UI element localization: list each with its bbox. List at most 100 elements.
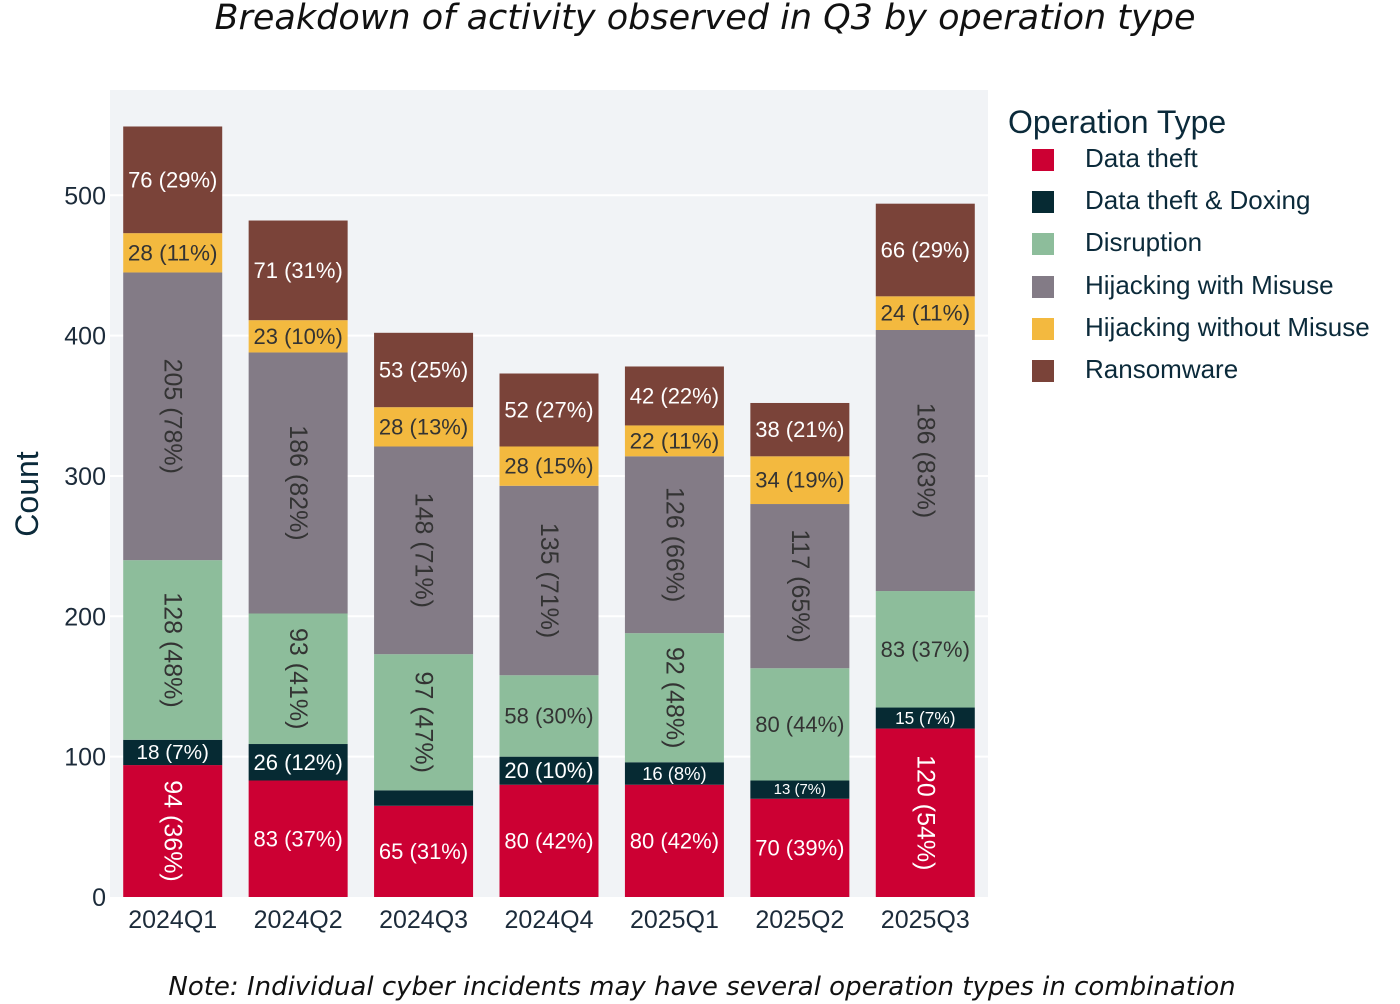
y-tick-label: 100 [64, 744, 106, 772]
y-tick-label: 300 [64, 463, 106, 491]
bar-segment [123, 126, 223, 234]
data-label: 186 (83%) [911, 403, 939, 518]
data-label: 80 (42%) [504, 828, 593, 853]
bar-segment [750, 402, 850, 457]
bar-segment [750, 668, 850, 781]
data-label: 15 (7%) [895, 708, 955, 728]
data-label: 97 (47%) [410, 672, 438, 773]
bar-segment [499, 784, 599, 897]
legend-item: Ransomware [1008, 354, 1238, 400]
legend-label: Hijacking with Misuse [1085, 269, 1334, 300]
x-tick-label: 2024Q1 [128, 906, 217, 934]
data-label: 34 (19%) [755, 468, 844, 493]
bar-segment [248, 780, 348, 897]
data-label: 120 (54%) [911, 755, 939, 870]
bar-segment [624, 633, 724, 763]
data-label: 65 (31%) [379, 839, 468, 864]
legend-swatch [1032, 275, 1054, 298]
bar-segment [123, 560, 223, 740]
data-label: 66 (29%) [881, 237, 970, 262]
bar-segment [875, 728, 975, 897]
x-tick-label: 2025Q2 [755, 906, 844, 934]
data-label: 83 (37%) [254, 826, 343, 851]
data-label: 42 (22%) [630, 383, 719, 408]
data-label: 23 (10%) [254, 324, 343, 349]
x-tick-label: 2024Q3 [379, 906, 468, 934]
data-label: 80 (42%) [630, 828, 719, 853]
bar-segment [248, 320, 348, 353]
bar-segment [624, 456, 724, 634]
data-label: 83 (37%) [881, 637, 970, 662]
bar-segment [499, 373, 599, 447]
x-tick-label: 2025Q1 [630, 906, 719, 934]
bar-segment [374, 790, 474, 806]
x-axis-ticks: 2024Q1 2024Q2 2024Q3 2024Q4 2025Q1 2025Q2 2025… [128, 906, 970, 934]
data-label: 28 (15%) [504, 454, 593, 479]
bar-segment [499, 446, 599, 486]
y-tick-label: 200 [64, 603, 106, 631]
bar-segment [624, 425, 724, 457]
data-label: 117 (65%) [786, 529, 814, 643]
bar-segment [875, 296, 975, 330]
data-label: 93 (41%) [284, 628, 312, 729]
data-label: 186 (82%) [284, 425, 312, 540]
legend-item: Data theft & Doxing [1008, 185, 1310, 231]
bar-segment [248, 352, 348, 614]
bar-segment [624, 366, 724, 426]
y-tick-label: 0 [92, 884, 106, 912]
y-axis-ticks: 0 100 200 300 400 500 [64, 182, 106, 912]
bar-segment [123, 765, 223, 897]
data-label: 92 (48%) [660, 647, 688, 748]
bar-segment [374, 805, 474, 897]
bar-segment [624, 784, 724, 897]
bar-segment [248, 220, 348, 321]
bars: 94 (36%) 18 (7%) 128 (48%) 205 (78%) 28 (11%… [123, 126, 975, 897]
bar-segment [123, 233, 223, 273]
legend-swatch [1032, 233, 1054, 256]
legend-label: Disruption [1085, 227, 1203, 258]
data-label: 28 (11%) [128, 240, 218, 265]
bar-segment [875, 707, 975, 729]
data-label: 58 (30%) [504, 703, 593, 728]
legend-title: Operation Type [1008, 104, 1227, 140]
data-label: 128 (48%) [159, 592, 187, 707]
bar-segment [750, 456, 850, 505]
bar-segment [248, 613, 348, 745]
bar-segment [374, 654, 474, 791]
x-tick-label: 2025Q3 [881, 906, 970, 934]
data-label: 205 (78%) [159, 359, 187, 474]
bar-segment [750, 798, 850, 897]
data-label: 20 (10%) [504, 758, 593, 783]
data-label: 94 (36%) [159, 780, 187, 881]
legend-swatch [1032, 149, 1054, 171]
bar-segment [499, 485, 599, 676]
bar-segment [750, 504, 850, 669]
bar-segment [248, 744, 348, 781]
bar-segment [123, 272, 223, 561]
legend-swatch [1032, 359, 1054, 382]
bar-segment [374, 407, 474, 447]
data-label: 80 (44%) [755, 712, 844, 737]
data-label: 70 (39%) [755, 835, 844, 860]
data-label: 13 (7%) [774, 781, 826, 798]
legend-label: Hijacking without Misuse [1085, 311, 1370, 342]
data-label: 52 (27%) [504, 397, 593, 422]
data-label: 126 (66%) [660, 487, 688, 602]
legend: Operation Type Data theft Data theft & Do… [1008, 104, 1370, 400]
bar-segment [750, 780, 850, 799]
data-label: 38 (21%) [755, 417, 844, 442]
legend-label: Data theft [1085, 143, 1198, 173]
legend-label: Ransomware [1085, 353, 1239, 384]
bar-segment [374, 332, 474, 408]
legend-item: Data theft [1008, 143, 1226, 189]
data-label: 71 (31%) [254, 258, 343, 283]
data-label: 22 (11%) [630, 428, 720, 453]
y-axis-label: Count [9, 451, 45, 537]
bar-segment [875, 591, 975, 708]
chart-note: Note: Individual cyber incidents may hav… [168, 972, 1236, 1002]
data-label: 18 (7%) [136, 741, 209, 764]
data-label: 24 (11%) [880, 301, 970, 326]
bar-segment [624, 762, 724, 785]
bar-segment [875, 203, 975, 297]
